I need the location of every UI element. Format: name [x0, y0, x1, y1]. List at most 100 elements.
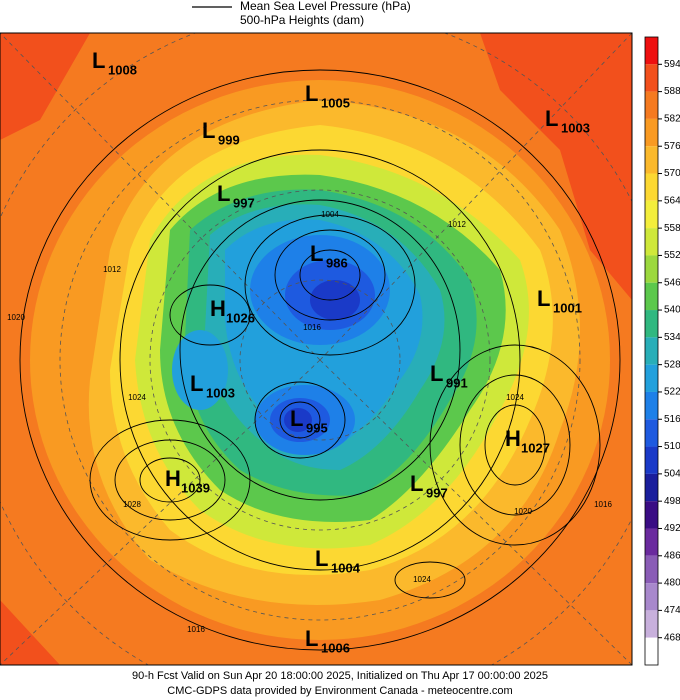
colorbar-cell: [645, 501, 658, 529]
center-type: L: [310, 241, 323, 266]
pressure-center: L 999: [202, 118, 240, 148]
center-value: 1039: [181, 480, 210, 495]
legend-line-label: Mean Sea Level Pressure (hPa): [240, 0, 411, 13]
colorbar-cell: [645, 391, 658, 420]
contour-label: 1016: [594, 500, 612, 509]
footer-line: CMC-GDPS data provided by Environment Ca…: [167, 685, 512, 697]
center-value: 1027: [521, 440, 550, 455]
center-value: 986: [326, 255, 348, 270]
colorbar-tick-label: 576: [664, 141, 680, 152]
contour-label: 1020: [7, 313, 25, 322]
contour-label: 1012: [103, 265, 121, 274]
center-value: 1003: [561, 120, 590, 135]
colorbar-cell: [645, 419, 658, 447]
contour-label: 1024: [506, 393, 524, 402]
center-value: 997: [426, 485, 448, 500]
colorbar-tick-label: 540: [664, 305, 680, 316]
pressure-center: L 995: [290, 406, 328, 436]
colorbar-tick-label: 582: [664, 114, 680, 125]
center-type: L: [202, 118, 215, 143]
center-type: L: [290, 406, 303, 431]
pressure-center: L 991: [430, 361, 468, 391]
colorbar-cell: [645, 146, 658, 174]
colorbar-tick-label: 522: [664, 387, 680, 398]
center-value: 1026: [226, 310, 255, 325]
colorbar-cell: [645, 37, 658, 65]
colorbar-tick-label: 594: [664, 59, 680, 70]
contour-label: 1016: [187, 625, 205, 634]
center-value: 995: [306, 420, 328, 435]
center-type: H: [505, 426, 521, 451]
colorbar-tick-label: 558: [664, 223, 680, 234]
colorbar-tick-label: 474: [664, 605, 680, 616]
pressure-center: L 1008: [92, 48, 137, 78]
center-value: 991: [446, 375, 468, 390]
colorbar-tick-label: 498: [664, 496, 680, 507]
center-type: H: [210, 296, 226, 321]
colorbar-tick-label: 588: [664, 86, 680, 97]
pressure-center: L 997: [410, 471, 448, 501]
pressure-center: H 1027: [505, 426, 550, 456]
center-type: L: [410, 471, 423, 496]
center-value: 1005: [321, 95, 350, 110]
colorbar-tick-label: 516: [664, 414, 680, 425]
pressure-center: L 1003: [545, 106, 590, 136]
footer-line: 90-h Fcst Valid on Sun Apr 20 18:00:00 2…: [132, 670, 548, 682]
colorbar-cell: [645, 228, 658, 256]
colorbar: 594 588 582 576 570 564 558 552 546 540 534 528 522 5…: [644, 36, 680, 666]
pressure-center: H 1026: [210, 296, 255, 326]
colorbar-tick-label: 492: [664, 523, 680, 534]
colorbar-cell: [645, 64, 658, 92]
colorbar-cell: [645, 118, 658, 147]
contour-label: 1024: [413, 575, 431, 584]
contour-label: 1016: [303, 323, 321, 332]
colorbar-cell: [645, 610, 658, 638]
colorbar-cell: [645, 528, 658, 556]
colorbar-tick-label: 552: [664, 250, 680, 261]
colorbar-cell: [645, 282, 658, 311]
colorbar-cell: [645, 446, 658, 474]
contour-label: 1028: [123, 500, 141, 509]
contour-label: 1012: [448, 220, 466, 229]
contour-label: 1004: [321, 210, 339, 219]
center-type: L: [430, 361, 443, 386]
colorbar-cell: [645, 310, 658, 338]
colorbar-cell: [645, 473, 658, 502]
center-type: L: [190, 371, 203, 396]
colorbar-cell: [645, 255, 658, 283]
center-type: L: [537, 286, 550, 311]
center-value: 1004: [331, 560, 361, 575]
colorbar-tick-label: 546: [664, 277, 680, 288]
center-type: H: [165, 466, 181, 491]
colorbar-cell: [645, 637, 658, 665]
colorbar-cell: [645, 555, 658, 584]
pressure-center: L 986: [310, 241, 348, 271]
center-value: 999: [218, 132, 240, 147]
colorbar-tick-label: 564: [664, 195, 680, 206]
colorbar-frame: [644, 36, 659, 666]
center-type: L: [315, 546, 328, 571]
center-type: L: [305, 626, 318, 651]
colorbar-cell: [645, 337, 658, 365]
colorbar-tick-label: 528: [664, 359, 680, 370]
contour-label: 1020: [514, 507, 532, 516]
center-value: 1001: [553, 300, 582, 315]
legend-fill-label: 500-hPa Heights (dam): [240, 13, 364, 27]
center-value: 1006: [321, 640, 350, 655]
colorbar-tick-label: 504: [664, 469, 680, 480]
center-type: L: [92, 48, 105, 73]
colorbar-tick-label: 486: [664, 550, 680, 561]
pressure-center: L 1001: [537, 286, 582, 316]
center-type: L: [217, 181, 230, 206]
colorbar-tick-label: 534: [664, 332, 680, 343]
colorbar-cell: [645, 173, 658, 201]
colorbar-tick-label: 510: [664, 441, 680, 452]
center-value: 997: [233, 195, 255, 210]
colorbar-cell: [645, 583, 658, 611]
colorbar-tick-label: 468: [664, 632, 680, 643]
center-value: 1008: [108, 62, 137, 77]
pressure-center: L 1004: [315, 546, 361, 576]
center-type: L: [305, 81, 318, 106]
